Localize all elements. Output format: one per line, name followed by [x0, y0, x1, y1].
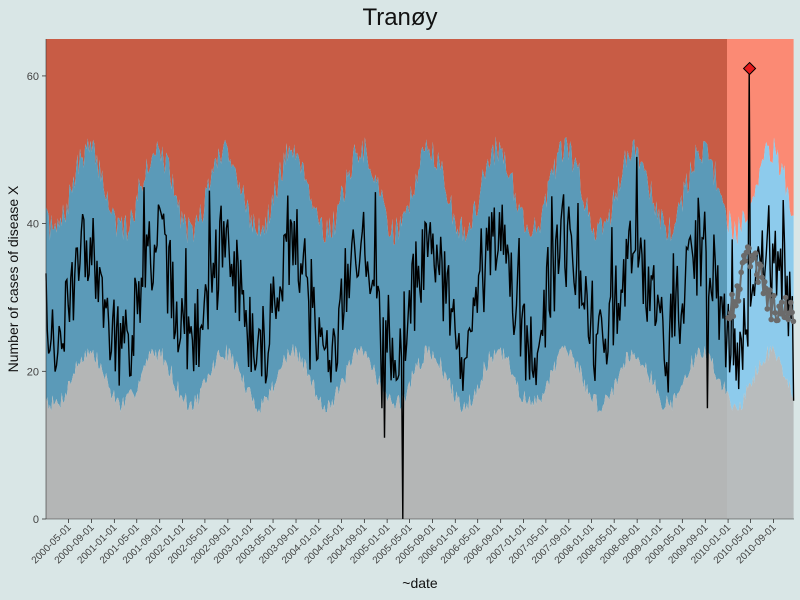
baseline-point — [759, 274, 765, 281]
baseline-point — [746, 245, 752, 251]
baseline-point — [751, 254, 757, 261]
baseline-point — [752, 250, 759, 256]
low-band-historical — [46, 343, 727, 519]
baseline-point — [760, 290, 767, 297]
y-tick-label: 0 — [33, 514, 39, 526]
baseline-point — [743, 249, 750, 256]
baseline-point — [730, 313, 737, 320]
baseline-point — [769, 297, 776, 304]
high-band-current — [727, 39, 794, 246]
baseline-point — [778, 299, 785, 306]
chart-title: Tranøy — [362, 4, 438, 31]
baseline-point — [788, 299, 794, 306]
baseline-point — [738, 269, 744, 276]
baseline-point — [767, 287, 773, 294]
baseline-point — [733, 302, 739, 309]
high-band-historical — [46, 39, 727, 246]
observed-cases-line — [45, 68, 795, 520]
baseline-point — [761, 279, 768, 285]
x-axis-label: ~date — [402, 575, 438, 591]
baseline-point — [772, 310, 778, 316]
baseline-point — [776, 303, 782, 310]
baseline-point — [771, 292, 777, 299]
baseline-point — [742, 258, 748, 264]
low-band-current — [727, 345, 794, 519]
y-tick-label: 60 — [27, 71, 39, 83]
baseline-point — [785, 316, 791, 323]
baseline-point — [729, 291, 735, 298]
y-axis-label: Number of cases of disease X — [5, 185, 21, 372]
y-tick-label: 20 — [27, 366, 39, 378]
baseline-point — [735, 298, 742, 304]
baseline-point — [768, 316, 774, 323]
expected-band-historical — [46, 136, 727, 414]
baseline-point — [782, 294, 789, 301]
baseline-point — [775, 317, 781, 324]
baseline-point — [758, 263, 764, 269]
baseline-point — [789, 309, 795, 316]
baseline-point — [747, 263, 754, 270]
baseline-point — [790, 318, 797, 325]
baseline-point — [755, 279, 761, 286]
baseline-point — [737, 286, 743, 292]
alert-marker — [742, 61, 757, 76]
baseline-point — [754, 271, 760, 278]
y-tick-label: 40 — [27, 219, 39, 231]
baseline-point — [764, 306, 771, 312]
